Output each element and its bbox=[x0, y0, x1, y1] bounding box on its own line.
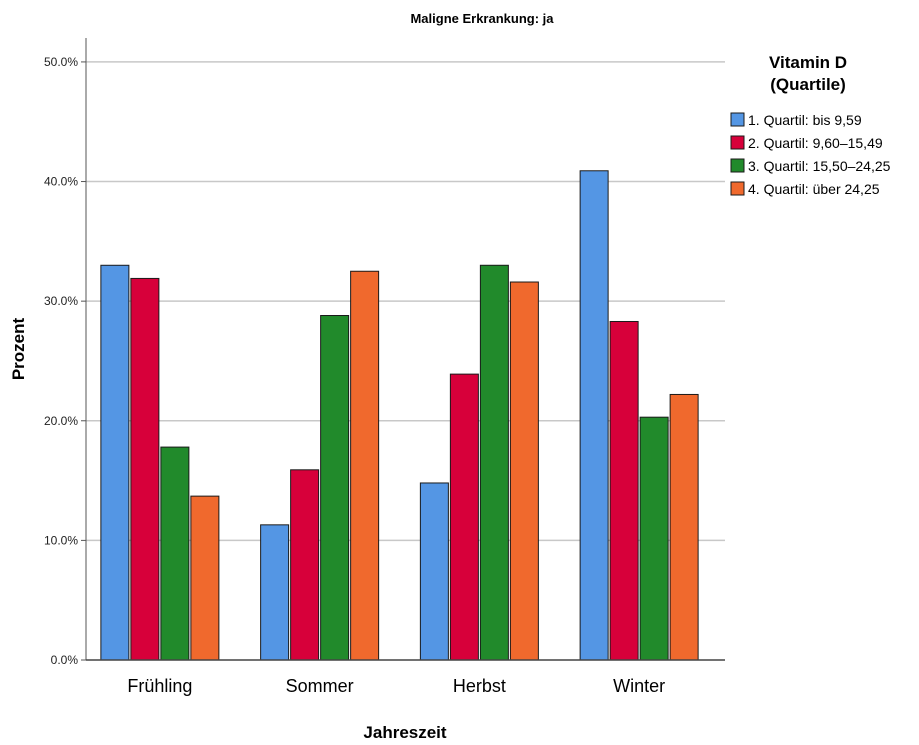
bar-1-Winter bbox=[579, 170, 609, 661]
y-tick-labels: 0.0% 10.0% 20.0% 30.0% 40.0% 50.0% bbox=[44, 55, 86, 667]
legend-swatch bbox=[730, 181, 745, 196]
legend-label: 3. Quartil: 15,50–24,25 bbox=[748, 158, 891, 174]
bar-2-Frühling bbox=[130, 277, 160, 661]
y-tick-label: 20.0% bbox=[44, 414, 78, 428]
bar-2-Sommer bbox=[290, 469, 320, 661]
y-tick-label: 10.0% bbox=[44, 533, 78, 547]
bar-3-Sommer bbox=[320, 315, 350, 661]
bar-2-Herbst bbox=[449, 373, 479, 661]
legend-title-line2: (Quartile) bbox=[770, 75, 846, 94]
legend-swatch bbox=[730, 158, 745, 173]
bar-4-Sommer bbox=[350, 270, 380, 661]
chart-title: Maligne Erkrankung: ja bbox=[410, 11, 554, 26]
legend-swatch bbox=[730, 135, 745, 150]
bar-3-Frühling bbox=[160, 446, 190, 661]
bar-2-Winter bbox=[609, 320, 639, 661]
bars bbox=[100, 170, 699, 661]
x-axis-label: Jahreszeit bbox=[363, 723, 446, 742]
legend-title-line1: Vitamin D bbox=[769, 53, 847, 72]
y-axis-label: Prozent bbox=[9, 317, 28, 380]
y-tick-label: 30.0% bbox=[44, 294, 78, 308]
category-label: Frühling bbox=[127, 676, 192, 696]
bar-1-Sommer bbox=[260, 524, 290, 661]
category-label: Sommer bbox=[286, 676, 354, 696]
y-tick-label: 40.0% bbox=[44, 175, 78, 189]
category-labels: Frühling Sommer Herbst Winter bbox=[127, 676, 665, 696]
legend: Vitamin D (Quartile) 1. Quartil: bis 9,5… bbox=[730, 53, 891, 197]
bar-4-Winter bbox=[669, 393, 699, 661]
legend-label: 1. Quartil: bis 9,59 bbox=[748, 112, 862, 128]
y-tick-label: 50.0% bbox=[44, 55, 78, 69]
legend-label: 2. Quartil: 9,60–15,49 bbox=[748, 135, 883, 151]
bar-4-Frühling bbox=[190, 495, 220, 661]
bar-1-Herbst bbox=[419, 482, 449, 661]
y-tick-label: 0.0% bbox=[51, 653, 79, 667]
bar-3-Herbst bbox=[479, 264, 509, 661]
legend-swatch bbox=[730, 112, 745, 127]
category-label: Herbst bbox=[453, 676, 506, 696]
bar-3-Winter bbox=[639, 416, 669, 661]
bar-1-Frühling bbox=[100, 264, 130, 661]
category-label: Winter bbox=[613, 676, 665, 696]
bar-4-Herbst bbox=[509, 281, 539, 661]
legend-label: 4. Quartil: über 24,25 bbox=[748, 181, 880, 197]
